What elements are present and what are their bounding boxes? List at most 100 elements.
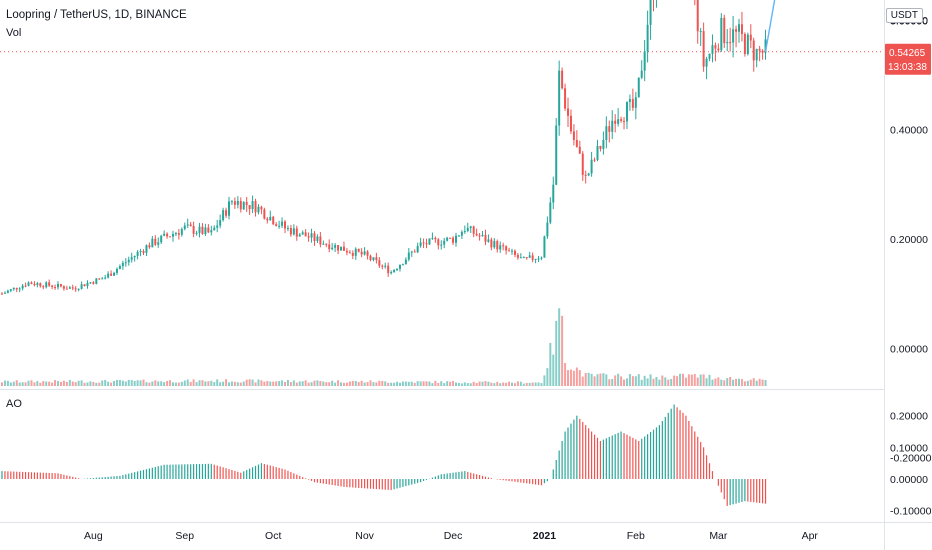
candle-body	[45, 282, 48, 288]
volume-bar	[555, 320, 558, 386]
volume-bar	[469, 383, 472, 386]
volume-bar	[684, 377, 687, 386]
volume-bar	[649, 374, 652, 386]
volume-bar	[393, 382, 396, 386]
volume-bar	[508, 381, 511, 386]
ao-axis[interactable]: 0.20000 0.10000 0.00000 -0.10000	[890, 411, 932, 518]
candle-body	[204, 227, 207, 235]
candle-body	[575, 139, 578, 147]
candle-body	[614, 120, 617, 124]
candle-body	[732, 29, 735, 43]
volume-bar	[472, 381, 475, 386]
candle-body	[738, 24, 740, 32]
volume-bar	[572, 370, 575, 386]
chart-title[interactable]: Loopring / TetherUS, 1D, BINANCE	[6, 9, 187, 21]
candle-body	[6, 290, 9, 293]
volume-bar	[481, 381, 484, 386]
volume-bar	[369, 380, 372, 386]
volume-bar	[366, 382, 369, 386]
time-axis[interactable]: Aug Sep Oct Nov Dec 2021 Feb Mar Apr	[84, 530, 818, 542]
candle-body	[145, 245, 148, 253]
candle-body	[163, 233, 166, 236]
candle-body	[410, 251, 413, 253]
candle-body	[289, 227, 292, 235]
candle-body	[743, 34, 746, 54]
candle-body	[307, 236, 310, 238]
volume-bar	[549, 342, 552, 386]
candle-body	[118, 266, 121, 269]
candle-body	[446, 237, 449, 241]
volume-bar	[183, 380, 186, 386]
volume-bar	[281, 380, 284, 386]
volume-bar	[39, 382, 42, 386]
volume-bar	[110, 382, 113, 386]
volume-bar	[558, 308, 561, 386]
volume-bar	[160, 381, 163, 386]
volume-bar	[749, 379, 752, 386]
currency-button[interactable]: USDT	[885, 8, 923, 23]
candle-body	[519, 257, 522, 259]
candle-body	[425, 243, 428, 245]
volume-bar	[310, 382, 313, 386]
candle-body	[705, 58, 708, 67]
candle-body	[578, 146, 581, 154]
candle-body	[110, 273, 113, 276]
volume-bar	[764, 380, 767, 386]
volume-bar	[242, 381, 245, 386]
candle-body	[348, 252, 351, 254]
projection-arrow[interactable]	[764, 0, 795, 52]
volume-bar	[643, 375, 646, 386]
volume-bar	[328, 382, 331, 386]
candle-body	[104, 277, 107, 279]
candle-body	[319, 236, 322, 245]
candle-body	[18, 288, 21, 290]
candle-body	[393, 270, 396, 272]
volume-bar	[80, 380, 83, 386]
volume-bar	[45, 381, 48, 386]
volume-bar	[440, 381, 443, 386]
volume-bar	[740, 379, 743, 386]
volume-bar	[596, 374, 599, 386]
volume-bar	[519, 381, 522, 386]
candle-body	[351, 252, 354, 256]
candle-body	[516, 254, 519, 258]
volume-label[interactable]: Vol	[6, 27, 22, 39]
projection-arrow-line	[764, 0, 776, 52]
volume-bar	[210, 380, 213, 386]
volume-bar	[446, 381, 449, 386]
volume-bar	[720, 379, 723, 386]
time-axis-label: Feb	[627, 530, 645, 542]
volume-bar	[605, 374, 608, 386]
volume-bar	[487, 381, 490, 386]
candle-body	[466, 228, 469, 232]
volume-bar	[546, 368, 549, 386]
volume-bar	[516, 381, 519, 386]
candle-body	[605, 126, 608, 140]
volume-bar	[204, 381, 207, 386]
volume-bar	[313, 380, 316, 386]
candle-body	[711, 45, 714, 54]
volume-bar	[337, 380, 340, 386]
candle-body	[286, 227, 289, 229]
volume-bar	[142, 379, 145, 386]
candle-body	[260, 206, 263, 210]
volume-bar	[496, 381, 499, 386]
volume-bar	[245, 379, 248, 386]
ao-label[interactable]: AO	[6, 398, 22, 410]
candle-body	[487, 239, 490, 242]
candle-body	[457, 235, 460, 237]
candle-body	[581, 153, 584, 175]
volume-bar	[139, 380, 142, 386]
volume-bar	[284, 381, 287, 386]
candle-body	[269, 216, 272, 221]
volume-bar	[272, 381, 275, 386]
volume-bar	[611, 379, 614, 386]
volume-bar	[540, 383, 543, 386]
volume-bar	[136, 380, 139, 386]
candle-body	[493, 241, 496, 248]
volume-bar	[92, 381, 95, 386]
volume-bar	[646, 378, 649, 386]
countdown-label: 13:03:38	[888, 62, 927, 73]
candle-body	[726, 42, 729, 44]
